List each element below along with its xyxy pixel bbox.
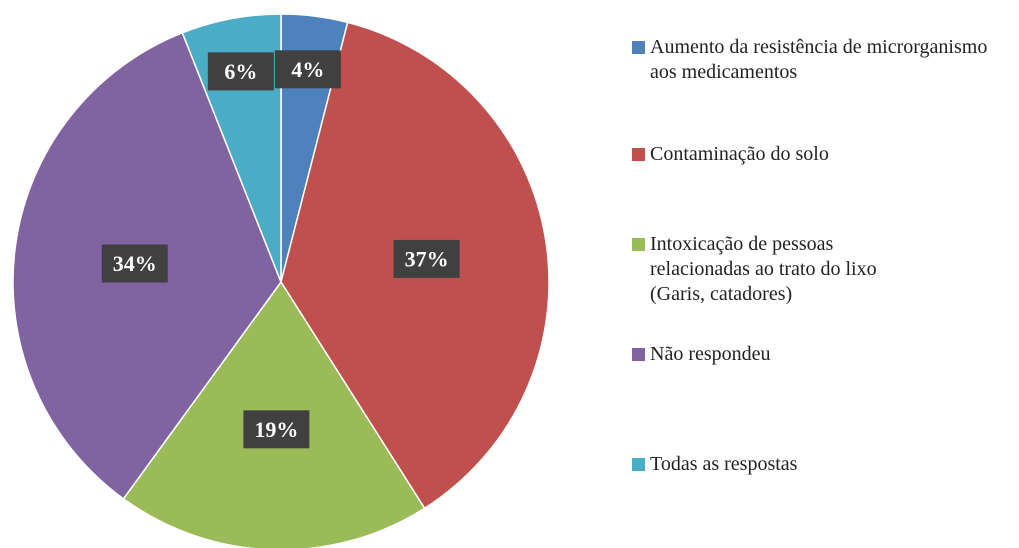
- legend-label: Contaminação do solo: [650, 143, 829, 165]
- legend-label: Todas as respostas: [650, 453, 798, 475]
- legend-swatch: [632, 348, 645, 361]
- legend-swatch: [632, 458, 645, 471]
- data-label-box: [243, 410, 310, 449]
- data-label: 19%: [254, 417, 298, 442]
- legend-label: Não respondeu: [650, 343, 771, 365]
- data-label-box: [101, 244, 168, 283]
- legend-swatch: [632, 41, 645, 54]
- legend-item: Não respondeu: [632, 342, 1004, 367]
- data-label: 4%: [291, 57, 324, 82]
- data-label-box: [393, 239, 460, 278]
- legend-item: Aumento da resistência de microrganismo …: [632, 35, 1004, 85]
- legend-item: Todas as respostas: [632, 452, 1004, 477]
- data-label: 37%: [405, 246, 449, 271]
- data-label-box: [274, 50, 341, 89]
- legend-label: Intoxicação de pessoas relacionadas ao t…: [650, 233, 877, 305]
- data-label: 6%: [224, 59, 257, 84]
- legend-label: Aumento da resistência de microrganismo …: [650, 36, 988, 83]
- data-label-box: [207, 52, 274, 91]
- legend-swatch: [632, 148, 645, 161]
- legend-item: Contaminação do solo: [632, 142, 1004, 167]
- legend-swatch: [632, 238, 645, 251]
- legend-item: Intoxicação de pessoas relacionadas ao t…: [632, 232, 932, 307]
- data-label: 34%: [113, 251, 157, 276]
